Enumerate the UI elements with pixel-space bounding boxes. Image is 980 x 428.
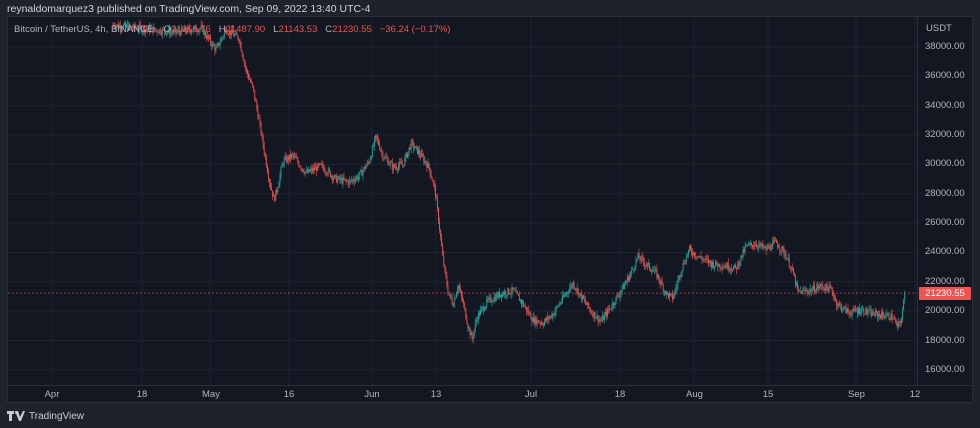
chart-pane[interactable]: Bitcoin / TetherUS, 4h, BINANCE O21266.7… [7,16,973,403]
price-tick-label: 36000.00 [925,70,965,82]
symbol-legend: Bitcoin / TetherUS, 4h, BINANCE O21266.7… [14,24,450,35]
symbol-title[interactable]: Bitcoin / TetherUS, 4h, BINANCE [14,24,154,35]
price-tick-label: 30000.00 [925,158,965,170]
time-tick-label: 12 [909,389,921,400]
last-price-tag: 21230.55 [919,286,971,300]
time-tick-label: May [202,389,220,400]
price-tick-label: 32000.00 [925,129,965,141]
time-tick-label: 16 [283,389,295,400]
high-value: 21487.90 [225,24,266,35]
price-tick-label: 28000.00 [925,187,965,199]
price-tick-label: 18000.00 [925,334,965,346]
time-tick-label: Jul [524,389,538,400]
time-tick-label: Apr [44,389,60,400]
price-tick-label: 26000.00 [925,217,965,229]
price-tick-label: 20000.00 [925,305,965,317]
publisher-line: reynaldomarquez3 published on TradingVie… [7,3,371,15]
price-tick-label: 34000.00 [925,99,965,111]
low-value: 21143.53 [278,24,318,35]
close-value: 21230.55 [332,24,372,35]
low-label: L [273,24,279,35]
price-tick-label: 24000.00 [925,246,965,258]
time-tick-label: Aug [686,389,703,400]
change-value: −36.24 (−0.17%) [379,24,451,35]
chart-area[interactable]: Bitcoin / TetherUS, 4h, BINANCE O21266.7… [8,17,918,385]
price-axis[interactable]: USDT 21230.55 38000.00 36000.00 34000.00 32… [918,17,973,385]
price-tick-label: 16000.00 [925,363,965,375]
tradingview-logo-icon [7,411,25,421]
open-value: 21266.76 [171,24,211,35]
open-label: O [163,24,172,35]
price-tick-label: 22000.00 [925,275,965,287]
price-tick-label: 38000.00 [925,41,965,52]
currency-unit: USDT [926,23,952,34]
time-tick-label: Jun [364,389,380,400]
time-tick-label: Sep [848,389,865,400]
close-label: C [325,24,333,35]
high-label: H [218,24,226,35]
tradingview-brand: TradingView [29,410,85,422]
time-tick-label: 18 [614,389,626,400]
candlestick-chart[interactable] [8,17,918,385]
time-axis[interactable]: Apr 18 May 16 Jun 13 Jul 18 Aug 15 Sep 12 [8,385,973,404]
time-tick-label: 13 [430,389,442,400]
time-tick-label: 18 [136,389,148,400]
footer: TradingView [7,409,84,423]
time-tick-label: 15 [762,389,774,400]
